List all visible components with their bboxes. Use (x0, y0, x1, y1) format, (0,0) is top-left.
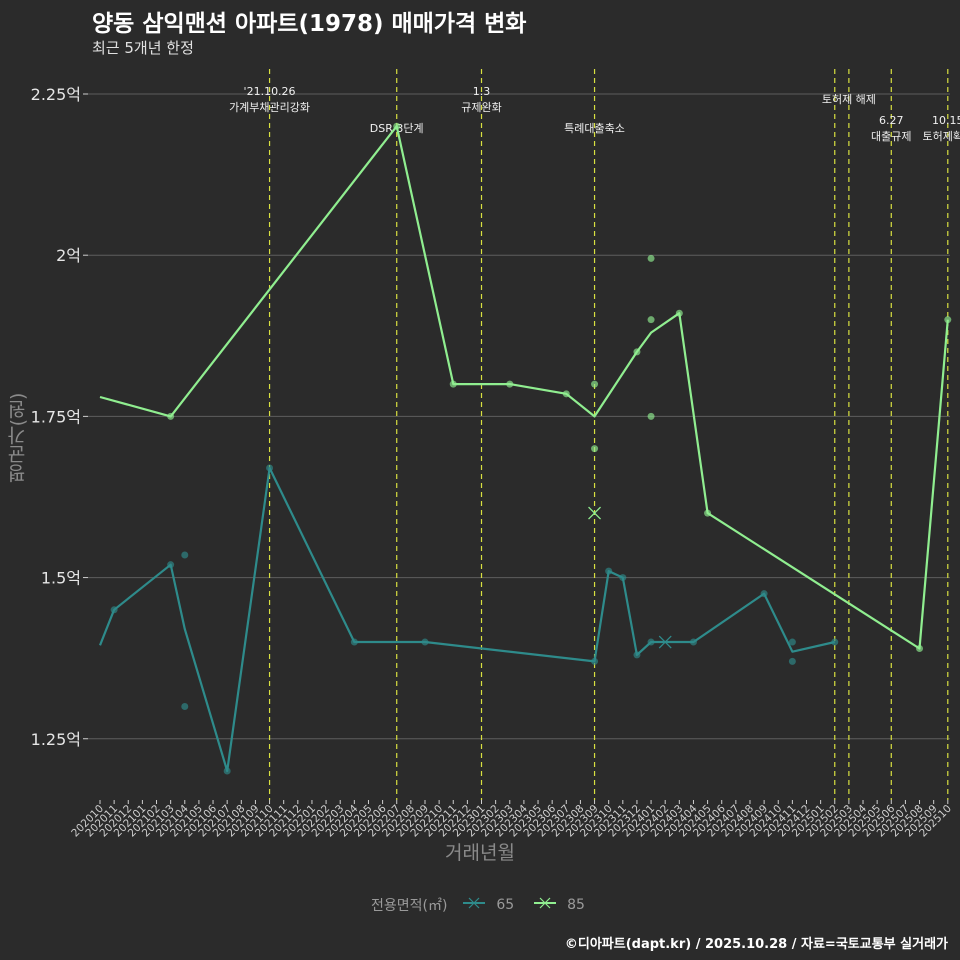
y-axis-label-wrap: 평균가(원) (2, 393, 32, 484)
event-label: 토허제확대 (922, 130, 960, 143)
data-point-85 (591, 445, 599, 453)
data-point-65 (605, 567, 613, 575)
data-point-65 (167, 561, 175, 569)
data-point-65 (421, 638, 429, 646)
data-point-85 (647, 254, 655, 262)
caption: ©디아파트(dapt.kr) / 2025.10.28 / 자료=국토교통부 실… (564, 937, 948, 952)
event-label: 1.3 (473, 85, 491, 98)
data-point-65 (266, 464, 274, 472)
data-point-85 (704, 509, 712, 517)
y-axis-label: 평균가(원) (6, 392, 29, 484)
data-point-85 (944, 316, 952, 324)
data-point-85 (393, 122, 401, 130)
event-label: 10.15 (932, 114, 960, 127)
event-label: 가계부채관리강화 (229, 101, 310, 114)
cross-marker-85 (588, 506, 602, 520)
legend-label-65: 65 (496, 897, 515, 913)
legend-swatch-65 (462, 897, 485, 909)
data-point-65 (619, 574, 627, 582)
data-point-85 (916, 644, 924, 652)
data-point-65 (633, 651, 641, 659)
data-point-85 (449, 380, 457, 388)
data-point-85 (647, 412, 655, 420)
event-label: 규제완화 (461, 101, 501, 114)
data-point-85 (591, 380, 599, 388)
data-point-65 (223, 767, 231, 775)
cross-marker-65 (658, 635, 672, 649)
axis-layer: 1.25억1.5억1.75억2억2.25억2020102020112020122… (31, 85, 954, 839)
data-point-65 (831, 638, 839, 646)
x-axis-label: 거래년월 (445, 842, 515, 864)
data-point-65 (350, 638, 358, 646)
y-tick-label: 2.25억 (31, 85, 81, 104)
series-line-65 (98, 466, 836, 773)
data-point-85 (647, 316, 655, 324)
cross-stroke (588, 506, 602, 520)
legend: 전용면적(㎡) 65 85 (0, 895, 960, 915)
data-point-85 (633, 348, 641, 356)
series-layer (98, 122, 952, 775)
cross-stroke (658, 635, 672, 649)
series-line-85 (99, 125, 949, 650)
y-tick-label: 1.25억 (31, 730, 81, 749)
legend-label-85: 85 (567, 897, 585, 913)
legend-title: 전용면적(㎡) (371, 898, 448, 914)
data-point-65 (760, 590, 768, 598)
event-label: '21.10.26 (244, 85, 296, 98)
legend-key-65 (462, 896, 486, 914)
data-point-65 (788, 657, 796, 665)
data-point-85 (675, 309, 683, 317)
data-point-65 (110, 606, 118, 614)
data-point-65 (689, 638, 697, 646)
event-label: 6.27 (879, 114, 904, 127)
data-point-85 (167, 412, 175, 420)
y-tick-label: 2억 (56, 246, 81, 265)
event-label: 토허제 해제 (822, 92, 876, 106)
grid-layer (88, 93, 950, 740)
chart-subtitle: 최근 5개년 한정 (92, 39, 194, 57)
data-point-85 (562, 390, 570, 398)
data-point-65 (788, 638, 796, 646)
event-label: 대출규제 (871, 130, 911, 143)
legend-key-85 (533, 896, 557, 914)
y-tick-label: 1.75억 (31, 407, 81, 426)
y-tick-label: 1.5억 (41, 569, 81, 588)
chart-title: 양동 삼익맨션 아파트(1978) 매매가격 변화 (92, 11, 527, 37)
event-label: 특례대출축소 (564, 122, 625, 135)
data-point-85 (506, 380, 514, 388)
data-point-65 (181, 551, 189, 559)
data-point-65 (181, 703, 189, 711)
data-point-65 (591, 657, 599, 665)
data-point-65 (647, 638, 655, 646)
legend-swatch-85 (533, 897, 556, 909)
